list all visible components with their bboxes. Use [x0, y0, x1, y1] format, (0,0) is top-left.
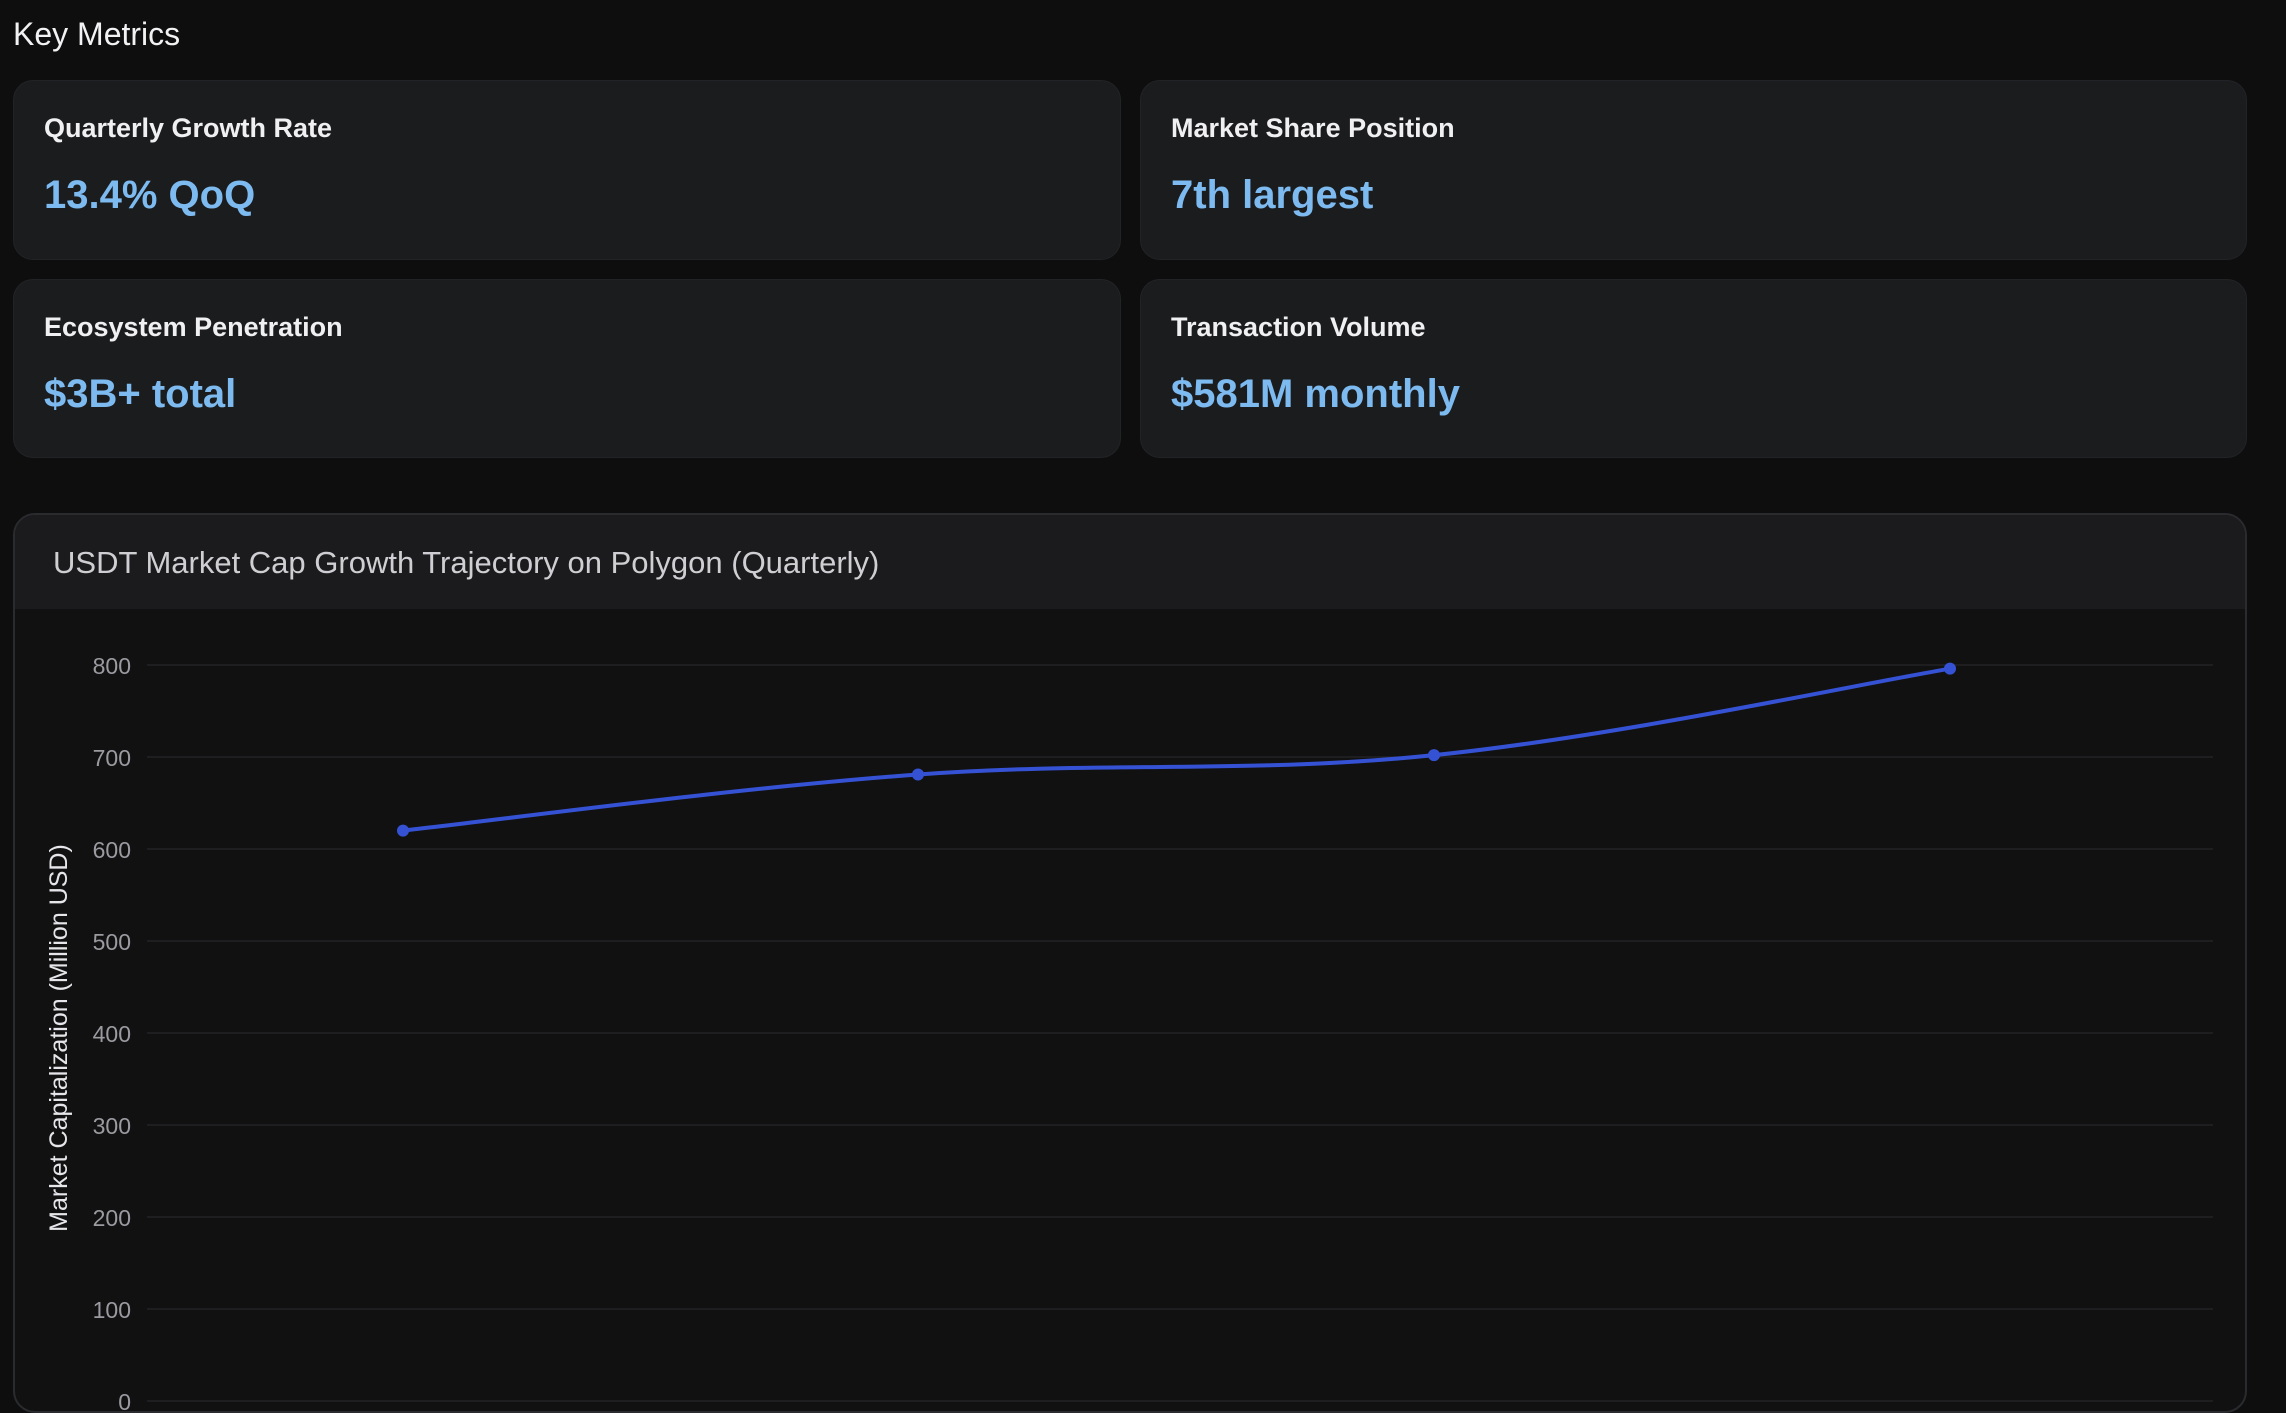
y-tick-label: 600: [93, 837, 131, 863]
metric-card-market-share: Market Share Position 7th largest: [1140, 80, 2247, 260]
series-line: [401, 666, 1952, 833]
line-chart: 0 100 200 300 400 500 600 700 800 Q2 2024 Q3 2024 Q…: [45, 653, 2213, 1413]
metric-value: 13.4% QoQ: [44, 173, 256, 217]
x-tick-label: Q1 2025: [1906, 1407, 1994, 1413]
metric-value: 7th largest: [1171, 173, 1374, 217]
section-title: Key Metrics: [13, 16, 181, 52]
y-tick-label: 400: [93, 1021, 131, 1047]
metric-card-quarterly-growth: Quarterly Growth Rate 13.4% QoQ: [13, 80, 1121, 260]
y-tick-label: 500: [93, 929, 131, 955]
y-tick-label: 800: [93, 653, 131, 679]
chart-header: USDT Market Cap Growth Trajectory on Pol…: [15, 515, 2245, 609]
chart-panel: USDT Market Cap Growth Trajectory on Pol…: [13, 513, 2247, 1413]
data-point: [1428, 749, 1440, 762]
data-point: [397, 824, 409, 837]
metric-label: Transaction Volume: [1171, 312, 1426, 342]
metric-card-transaction-volume: Transaction Volume $581M monthly: [1140, 279, 2247, 458]
y-tick-label: 700: [93, 745, 131, 771]
y-tick-label: 100: [93, 1297, 131, 1323]
x-tick-label: Q4 2024: [1390, 1407, 1478, 1413]
metric-card-ecosystem-penetration: Ecosystem Penetration $3B+ total: [13, 279, 1121, 458]
y-tick-label: 300: [93, 1113, 131, 1139]
x-tick-label: Q2 2024: [359, 1407, 447, 1413]
metric-value: $581M monthly: [1171, 372, 1460, 416]
chart-title: USDT Market Cap Growth Trajectory on Pol…: [53, 545, 880, 580]
y-tick-label: 0: [118, 1389, 131, 1413]
x-tick-label: Q3 2024: [874, 1407, 962, 1413]
metric-label: Market Share Position: [1171, 113, 1455, 143]
metric-label: Quarterly Growth Rate: [44, 113, 333, 143]
y-axis-label: Market Capitalization (Million USD): [45, 844, 73, 1232]
y-tick-label: 200: [93, 1205, 131, 1231]
metric-label: Ecosystem Penetration: [44, 312, 343, 342]
data-point: [912, 768, 924, 781]
metric-value: $3B+ total: [44, 372, 237, 416]
data-point: [1944, 662, 1956, 675]
